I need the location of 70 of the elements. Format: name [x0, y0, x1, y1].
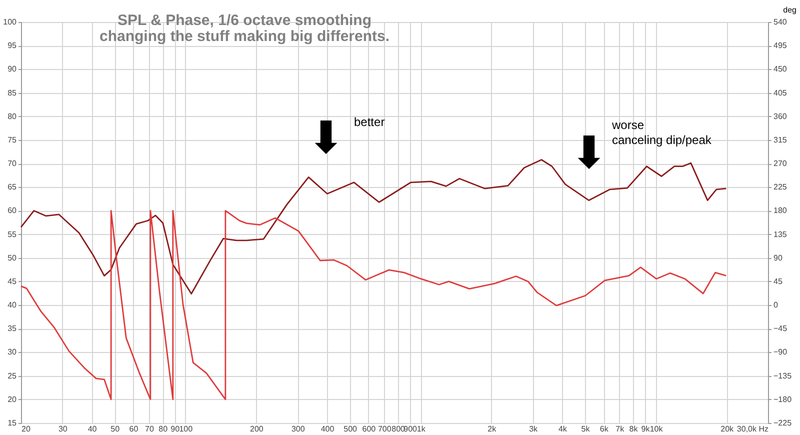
- y-tick-label: 75: [8, 135, 18, 144]
- x-tick-label: 2k: [488, 424, 498, 434]
- y2-axis-title: deg: [783, 6, 796, 14]
- x-tick-label: 700: [378, 424, 392, 434]
- x-tick-label: 80: [158, 424, 168, 434]
- x-tick-label: 6k: [600, 424, 610, 434]
- y2-tick-label: 135: [774, 230, 788, 239]
- y2-tick-label: 315: [774, 135, 788, 144]
- x-tick-label: 300: [291, 424, 306, 434]
- x-tick-label: 8k: [629, 424, 639, 434]
- y2-tick-label: −180: [774, 394, 792, 404]
- y-tick-label: 45: [8, 276, 18, 286]
- x-tick-label: 9k: [641, 424, 651, 434]
- chart-subtitle: changing the stuff making big differents.: [99, 28, 390, 45]
- y2-tick-label: −45: [774, 324, 788, 334]
- y2-tick-label: 405: [774, 88, 788, 98]
- y-tick-label: 60: [8, 206, 18, 216]
- y-tick-label: 55: [8, 230, 18, 239]
- x-tick-label: 800: [392, 424, 406, 434]
- x-tick-label: 5k: [581, 424, 591, 434]
- x-tick-label: 30: [58, 424, 68, 434]
- x-tick-label: 20: [22, 424, 31, 434]
- x-tick-label: 400: [320, 424, 335, 434]
- x-tick-label: 90: [170, 424, 180, 434]
- y2-tick-label: −225: [774, 418, 792, 428]
- y2-tick-label: 180: [774, 206, 788, 216]
- x-tick-label: 1k: [416, 424, 426, 434]
- y2-tick-label: 225: [774, 182, 788, 192]
- y2-tick-label: 540: [774, 18, 788, 26]
- x-tick-label: 10k: [650, 424, 664, 434]
- y-tick-label: 85: [8, 88, 18, 98]
- y-tick-label: 90: [8, 64, 18, 74]
- y-tick-label: 65: [8, 182, 18, 192]
- x-tick-label: 200: [250, 424, 264, 434]
- x-tick-label: 30,0k Hz: [736, 424, 768, 434]
- y-tick-label: 70: [8, 159, 18, 168]
- x-tick-label: 50: [110, 424, 120, 434]
- x-tick-label: 7k: [616, 424, 626, 434]
- x-tick-label: 600: [362, 424, 376, 434]
- y-tick-label: 50: [8, 253, 18, 262]
- chart-title: SPL & Phase, 1/6 octave smoothing: [118, 12, 372, 29]
- x-tick-label: 100: [179, 424, 194, 434]
- annotation: worse canceling dip/peak: [611, 118, 712, 147]
- x-tick-label: 900: [404, 424, 418, 434]
- y2-tick-label: −90: [774, 348, 788, 357]
- y-tick-label: 35: [8, 324, 18, 334]
- x-tick-label: 20k: [720, 424, 735, 434]
- annotation: better: [354, 115, 385, 129]
- x-tick-label: 500: [344, 424, 358, 434]
- y2-tick-label: 450: [774, 64, 788, 74]
- y2-tick-label: 90: [774, 253, 783, 262]
- y2-tick-label: 270: [774, 159, 788, 168]
- y2-tick-label: 45: [774, 276, 783, 286]
- y2-tick-label: 0: [774, 300, 778, 310]
- x-tick-label: 70: [145, 424, 154, 434]
- y2-tick-label: 360: [774, 112, 788, 121]
- y-tick-label: 40: [8, 300, 18, 310]
- y-tick-label: 25: [8, 371, 18, 380]
- y-tick-label: 15: [8, 418, 18, 428]
- x-tick-label: 40: [88, 424, 98, 434]
- y2-tick-label: −135: [774, 371, 792, 380]
- y-tick-label: 30: [8, 348, 18, 357]
- x-tick-label: 3k: [529, 424, 539, 434]
- y2-tick-label: 495: [774, 41, 788, 50]
- y-tick-label: 80: [8, 112, 18, 121]
- y-tick-label: 100: [3, 18, 18, 26]
- x-tick-label: 4k: [558, 424, 568, 434]
- y-tick-label: 20: [8, 394, 18, 404]
- x-tick-label: 60: [129, 424, 139, 434]
- y-tick-label: 95: [8, 41, 18, 50]
